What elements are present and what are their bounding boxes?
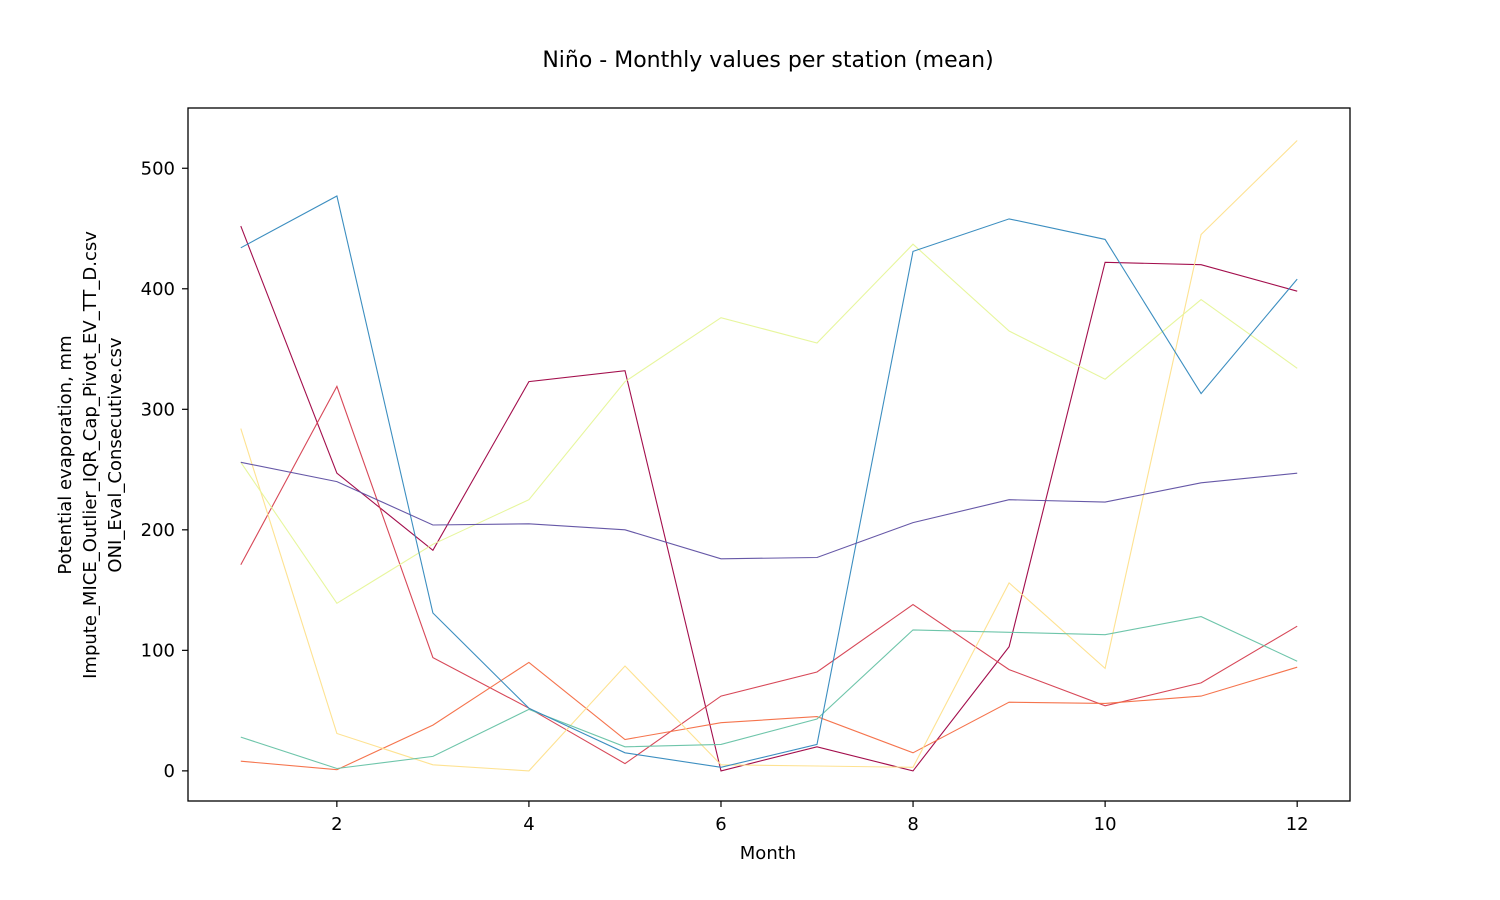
x-tick-label: 2 [331,814,342,835]
series-line-5 [240,243,1298,605]
x-tick-label: 4 [523,814,534,835]
y-axis: 0 100 200 300 400 500 [141,158,188,782]
y-tick-label: 100 [141,640,175,661]
y-axis-label-line-2: Impute_MICE_Outlier_IQR_Cap_Pivot_EV_TT_… [80,231,101,679]
x-tick-label: 8 [907,814,918,835]
y-tick-label: 400 [141,279,175,300]
x-tick-label: 6 [715,814,726,835]
y-axis-label-line-3: ONI_Eval_Consecutive.csv [105,337,126,573]
series-line-1 [240,225,1298,772]
series-line-2 [240,385,1298,765]
series-line-7 [240,195,1298,768]
plot-frame [187,107,1351,802]
series-line-8 [240,461,1298,560]
x-tick-label: 12 [1286,814,1309,835]
y-tick-label: 0 [164,761,175,782]
y-axis-label-line-1: Potential evaporation, mm [55,335,76,574]
x-axis: 2 4 6 8 10 12 [331,801,1309,835]
x-axis-label: Month [740,843,796,864]
chart-title: Niño - Monthly values per station (mean) [542,48,993,73]
series-line-4 [240,140,1298,772]
plot-lines [240,140,1298,772]
series-line-3 [240,661,1298,771]
y-axis-label: Potential evaporation, mm Impute_MICE_Ou… [55,231,126,679]
x-tick-label: 10 [1094,814,1117,835]
y-tick-label: 200 [141,520,175,541]
y-tick-label: 500 [141,158,175,179]
y-tick-label: 300 [141,399,175,420]
series-line-6 [240,616,1298,770]
